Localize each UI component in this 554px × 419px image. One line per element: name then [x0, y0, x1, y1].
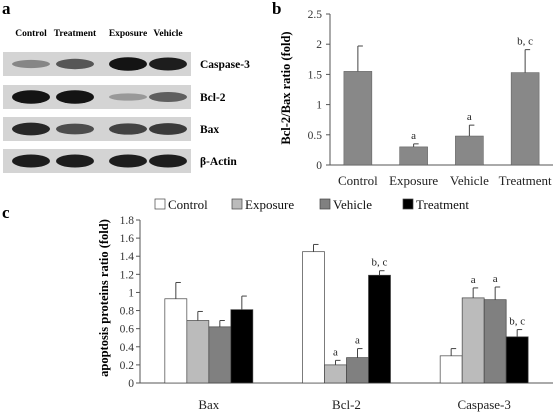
bar: [230, 309, 254, 384]
legend-swatch: [402, 198, 414, 210]
blot-band: [149, 92, 187, 102]
blot-column-label: Control: [15, 29, 47, 39]
significance-label: a: [493, 273, 498, 285]
blot-band: [109, 93, 147, 101]
panel-b-plot: 0 0.5 1 1.5 2 2.5 Control a Exposure a Vehicle b, c…: [308, 9, 553, 188]
bar: [483, 299, 507, 384]
significance-label: b, c: [517, 36, 533, 48]
blot-band: [149, 57, 187, 71]
y-tick-label: 0.6: [120, 324, 135, 336]
bar: [343, 71, 373, 166]
bar: [324, 364, 347, 384]
significance-label: a: [355, 335, 360, 347]
blot-band: [12, 59, 50, 69]
blot-band: [12, 90, 50, 104]
panel-b: b Bcl-2/Bax ratio (fold) 0 0.5 1 1.5 2 2.5 Con…: [272, 0, 553, 188]
y-tick-label: 0: [316, 160, 322, 172]
significance-label: a: [467, 111, 472, 123]
significance-label: a: [471, 274, 476, 286]
blot-band: [109, 123, 147, 135]
bar: [368, 274, 391, 384]
legend-label: Treatment: [416, 197, 469, 212]
blot-band: [149, 154, 187, 168]
blot-row-label: β-Actin: [200, 156, 237, 168]
bar: [510, 72, 540, 166]
blot-band: [12, 154, 50, 168]
category-label: Bcl-2: [332, 397, 361, 412]
y-tick-label: 0: [128, 378, 134, 390]
blot-row-labels: Caspase-3 Bcl-2 Bax β-Actin: [200, 59, 250, 168]
y-tick-label: 1.8: [120, 215, 135, 227]
category-label: Vehicle: [450, 173, 489, 188]
category-label: Treatment: [499, 173, 552, 188]
bar: [346, 357, 369, 384]
bar: [164, 298, 188, 384]
panel-c-y-axis-label: apoptosis proteins ratio (fold): [97, 219, 111, 377]
blot-column-label: Exposure: [109, 29, 147, 39]
blot-band: [12, 122, 50, 136]
bar: [399, 146, 428, 166]
blot-band: [56, 58, 94, 70]
significance-label: a: [411, 130, 416, 142]
blot-column-label: Treatment: [54, 29, 97, 39]
blot-column-labels: Control Treatment Exposure Vehicle: [15, 29, 182, 39]
panel-c-plot: 0 0.2 0.4 0.6 0.8 1 1.2 1.4 1.6 1.8 Bax a a b, c Bcl-2…: [120, 215, 553, 412]
panel-b-letter: b: [272, 0, 281, 18]
significance-label: b, c: [372, 257, 388, 269]
y-tick-label: 2.5: [308, 9, 323, 21]
blot-band: [109, 154, 147, 168]
bar: [208, 326, 232, 384]
bar: [505, 336, 529, 384]
y-tick-label: 0.8: [120, 306, 135, 318]
y-tick-label: 0.2: [120, 360, 135, 372]
panel-c: c apoptosis proteins ratio (fold) Contro…: [2, 197, 553, 412]
y-tick-label: 0.4: [120, 342, 135, 354]
panel-b-y-axis-label: Bcl-2/Bax ratio (fold): [279, 31, 293, 144]
panel-a: a Control Treatment Exposure Vehicle Caspas…: [2, 0, 250, 173]
panel-c-letter: c: [2, 203, 10, 222]
bar: [439, 355, 463, 384]
legend-swatch: [319, 198, 331, 210]
blot-row-label: Caspase-3: [200, 59, 250, 71]
y-tick-label: 1.5: [308, 69, 323, 81]
legend-label: Control: [168, 197, 208, 212]
y-tick-label: 2: [316, 39, 322, 51]
legend-swatch: [154, 198, 166, 210]
bar: [461, 297, 485, 384]
bar: [186, 320, 210, 384]
legend-swatch: [231, 198, 243, 210]
bar: [302, 251, 325, 384]
significance-label: a: [333, 346, 338, 358]
blot-row-label: Bcl-2: [200, 92, 226, 104]
category-label: Caspase-3: [457, 397, 510, 412]
y-tick-label: 1.2: [120, 269, 135, 281]
category-label: Bax: [198, 397, 219, 412]
bar: [455, 135, 484, 166]
y-tick-label: 0.5: [308, 130, 323, 142]
legend-label: Vehicle: [333, 197, 372, 212]
y-tick-label: 1: [128, 287, 134, 299]
significance-label: b, c: [509, 316, 525, 328]
panel-c-legend: Control Exposure Vehicle Treatment: [154, 197, 469, 212]
blot-band: [56, 123, 94, 135]
blot-band: [149, 123, 187, 135]
legend-label: Exposure: [245, 197, 294, 212]
blot-column-label: Vehicle: [153, 29, 182, 39]
y-tick-label: 1.4: [120, 251, 135, 263]
y-tick-label: 1: [316, 100, 322, 112]
blot-band: [56, 154, 94, 168]
blot-band: [109, 57, 147, 71]
blot-band: [56, 90, 94, 104]
category-label: Control: [338, 173, 378, 188]
blot-row-label: Bax: [200, 124, 219, 136]
y-tick-label: 1.6: [120, 233, 135, 245]
panel-a-letter: a: [2, 0, 11, 18]
category-label: Exposure: [389, 173, 438, 188]
blot-strips: [3, 52, 191, 173]
